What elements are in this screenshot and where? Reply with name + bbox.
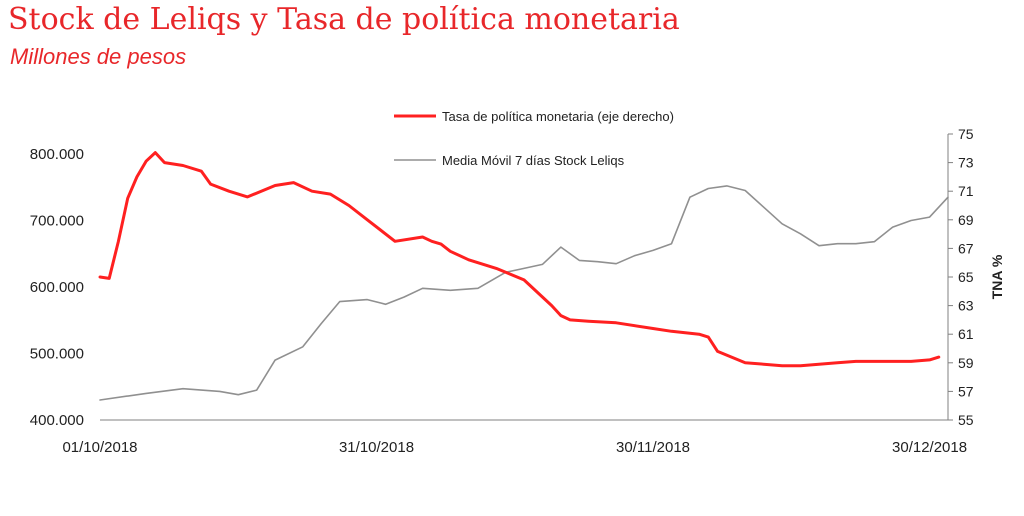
x-tick-label: 30/11/2018 — [616, 439, 690, 456]
x-tick-label: 01/10/2018 — [62, 439, 137, 456]
series-line-leliqs — [99, 185, 949, 401]
y-left-tick-label: 600.000 — [30, 279, 84, 296]
y-right-tick-label: 57 — [958, 383, 974, 399]
series-layer — [98, 151, 949, 401]
y-right-tick-label: 69 — [958, 212, 974, 228]
chart-title: Stock de Leliqs y Tasa de política monet… — [8, 2, 680, 37]
y-left-tick-label: 700.000 — [30, 212, 84, 229]
y-right-tick-label: 65 — [958, 269, 974, 285]
legend-label-tasa: Tasa de política monetaria (eje derecho) — [442, 109, 674, 124]
y-left-tick-label: 800.000 — [30, 146, 84, 163]
x-tick-label: 31/10/2018 — [339, 439, 414, 456]
y-right-tick-label: 67 — [958, 240, 974, 256]
legend-label-leliqs: Media Móvil 7 días Stock Leliqs — [442, 153, 625, 168]
y-right-tick-label: 75 — [958, 126, 974, 142]
y-right-axis-label: TNA % — [989, 254, 1005, 299]
y-left-tick-label: 400.000 — [30, 412, 84, 429]
series-line-tasa — [98, 151, 941, 368]
y-right-tick-label: 59 — [958, 355, 974, 371]
x-tick-label: 30/12/2018 — [892, 439, 967, 456]
chart-axes: 400.000 500.000 600.000 700.000 800.000 55 57 5… — [30, 126, 1005, 456]
y-left-tick-label: 500.000 — [30, 345, 84, 362]
y-right-tick-label: 73 — [958, 155, 974, 171]
legend: Tasa de política monetaria (eje derecho)… — [394, 109, 674, 168]
chart-subtitle: Millones de pesos — [10, 44, 187, 69]
y-right-tick-label: 61 — [958, 326, 974, 342]
y-right-tick-label: 71 — [958, 183, 974, 199]
y-right-tick-label: 55 — [958, 412, 974, 428]
y-right-tick-label: 63 — [958, 298, 974, 314]
